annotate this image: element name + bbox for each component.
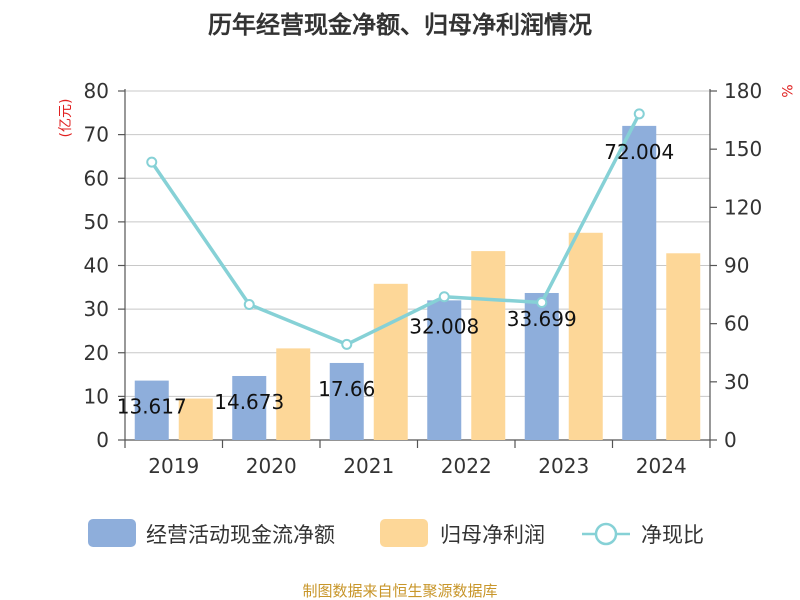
ratio-line-path bbox=[150, 113, 641, 347]
x-tick-label: 2020 bbox=[246, 454, 297, 478]
right-tick-label: 90 bbox=[724, 254, 749, 278]
cashflow-bar[interactable] bbox=[232, 375, 267, 440]
legend-swatch bbox=[380, 519, 428, 547]
ratio-point[interactable] bbox=[536, 297, 548, 309]
bars bbox=[134, 125, 701, 440]
legend-item-net-profit[interactable]: 归母净利润 bbox=[380, 519, 545, 547]
right-tick-label: 120 bbox=[724, 195, 762, 219]
right-tick-label: 0 bbox=[724, 428, 737, 452]
right-tick-label: 60 bbox=[724, 312, 749, 336]
ratio-line bbox=[146, 108, 645, 350]
left-tick-label: 80 bbox=[84, 79, 109, 103]
net-profit-bar[interactable] bbox=[373, 283, 408, 440]
ratio-point[interactable] bbox=[243, 298, 255, 310]
left-tick-label: 40 bbox=[84, 254, 109, 278]
legend-marker bbox=[594, 522, 618, 546]
legend-label: 经营活动现金流净额 bbox=[146, 523, 335, 547]
ratio-point[interactable] bbox=[146, 156, 158, 168]
cashflow-bar[interactable] bbox=[134, 380, 169, 440]
left-tick-label: 30 bbox=[84, 297, 109, 321]
cashflow-bar[interactable] bbox=[427, 300, 462, 440]
left-tick-label: 60 bbox=[84, 166, 109, 190]
left-tick-label: 70 bbox=[84, 123, 109, 147]
legend-label: 归母净利润 bbox=[440, 523, 545, 547]
x-tick-label: 2019 bbox=[148, 454, 199, 478]
data-source: 制图数据来自恒生聚源数据库 bbox=[302, 582, 497, 600]
left-tick-label: 20 bbox=[84, 341, 109, 365]
net-profit-bar[interactable] bbox=[471, 251, 506, 440]
right-tick-label: 180 bbox=[724, 79, 762, 103]
x-tick-label: 2024 bbox=[636, 454, 687, 478]
net-profit-bar[interactable] bbox=[276, 348, 311, 440]
left-tick-label: 10 bbox=[84, 384, 109, 408]
net-profit-bar[interactable] bbox=[568, 232, 603, 440]
cashflow-data-label: 33.699 bbox=[507, 307, 577, 331]
legend[interactable]: 经营活动现金流净额 归母净利润 净现比 bbox=[88, 519, 704, 547]
right-axis-unit: % bbox=[778, 84, 794, 97]
net-profit-bar[interactable] bbox=[666, 253, 701, 440]
axes: 0 10 20 30 40 50 60 70 80 0 30 60 90 120 150 180 2019 202… bbox=[84, 79, 763, 478]
cashflow-data-label: 14.673 bbox=[214, 390, 284, 414]
cashflow-data-label: 72.004 bbox=[604, 140, 674, 164]
legend-label: 净现比 bbox=[641, 523, 704, 547]
cashflow-bar[interactable] bbox=[524, 292, 559, 440]
right-tick-label: 30 bbox=[724, 370, 749, 394]
x-tick-label: 2022 bbox=[441, 454, 492, 478]
legend-item-ratio[interactable]: 净现比 bbox=[582, 522, 704, 547]
net-profit-bar[interactable] bbox=[178, 398, 213, 440]
cashflow-data-label: 13.617 bbox=[117, 395, 187, 419]
data-labels: 13.617 14.673 17.66 32.008 33.699 72.004 bbox=[117, 140, 674, 419]
x-tick-label: 2023 bbox=[538, 454, 589, 478]
ratio-point[interactable] bbox=[341, 338, 353, 350]
left-tick-label: 0 bbox=[96, 428, 109, 452]
cashflow-data-label: 32.008 bbox=[409, 314, 479, 338]
cashflow-bar[interactable] bbox=[329, 362, 364, 440]
cashflow-data-label: 17.66 bbox=[318, 377, 375, 401]
x-tick-label: 2021 bbox=[343, 454, 394, 478]
ratio-point[interactable] bbox=[633, 108, 645, 120]
right-tick-label: 150 bbox=[724, 137, 762, 161]
cashflow-bar[interactable] bbox=[622, 125, 657, 440]
chart-title: 历年经营现金净额、归母净利润情况 bbox=[208, 11, 592, 39]
left-axis-unit: (亿元) bbox=[58, 99, 74, 138]
ratio-point[interactable] bbox=[438, 291, 450, 303]
legend-item-cashflow[interactable]: 经营活动现金流净额 bbox=[88, 519, 335, 547]
left-tick-label: 50 bbox=[84, 210, 109, 234]
legend-swatch bbox=[88, 519, 136, 547]
